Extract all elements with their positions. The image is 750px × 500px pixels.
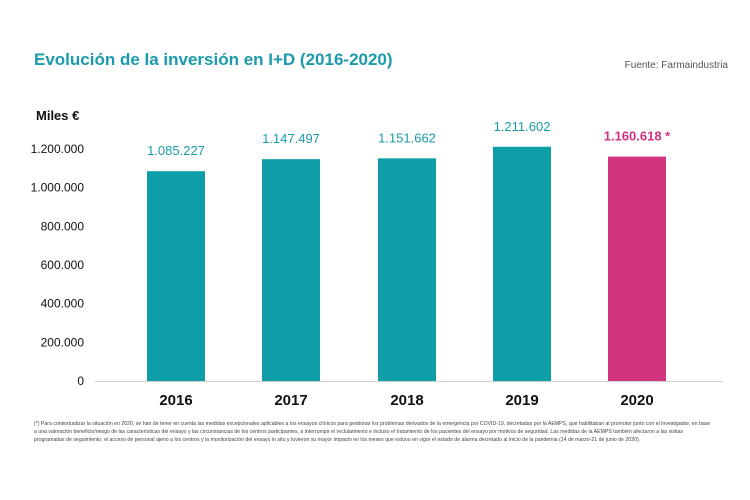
value-label-2016: 1.085.227 [147, 143, 205, 158]
y-tick-label: 200.000 [41, 335, 85, 349]
x-tick-label-2018: 2018 [390, 392, 423, 409]
bar-2016 [147, 171, 205, 381]
bar-2019 [493, 146, 551, 381]
source-note: Fuente: Farmaindustria [624, 60, 728, 71]
value-label-2019: 1.211.602 [494, 119, 551, 134]
value-label-2020: 1.160.618 * [604, 129, 671, 144]
footnote: (*) Para contextualizar la situación en … [34, 421, 711, 443]
bar-2018 [378, 158, 436, 381]
y-axis-unit-label: Miles € [36, 108, 80, 123]
y-tick-label: 0 [77, 374, 84, 388]
bar-2017 [262, 159, 320, 381]
y-tick-label: 1.000.000 [31, 181, 85, 195]
bar-chart: 0 200.000 400.000 600.000 800.000 1.000.000 1.… [31, 119, 722, 409]
bars [147, 146, 666, 381]
y-tick-label: 1.200.000 [31, 142, 85, 156]
bar-2020 [608, 156, 666, 381]
y-tick-label: 800.000 [41, 219, 85, 233]
value-label-2018: 1.151.662 [378, 130, 436, 145]
value-labels: 1.085.227 1.147.497 1.151.662 1.211.602 1.16… [147, 119, 671, 158]
y-tick-label: 600.000 [41, 258, 85, 272]
x-tick-label-2017: 2017 [274, 392, 307, 409]
x-tick-labels: 2016 2017 2018 2019 2020 [159, 392, 653, 409]
y-tick-label: 400.000 [41, 297, 85, 311]
x-tick-label-2019: 2019 [505, 392, 538, 409]
value-label-2017: 1.147.497 [262, 131, 320, 146]
y-tick-labels: 0 200.000 400.000 600.000 800.000 1.000.000 1.… [31, 142, 85, 388]
chart-title: Evolución de la inversión en I+D (2016-2… [34, 50, 393, 69]
x-tick-label-2016: 2016 [159, 392, 192, 409]
x-tick-label-2020: 2020 [620, 392, 653, 409]
